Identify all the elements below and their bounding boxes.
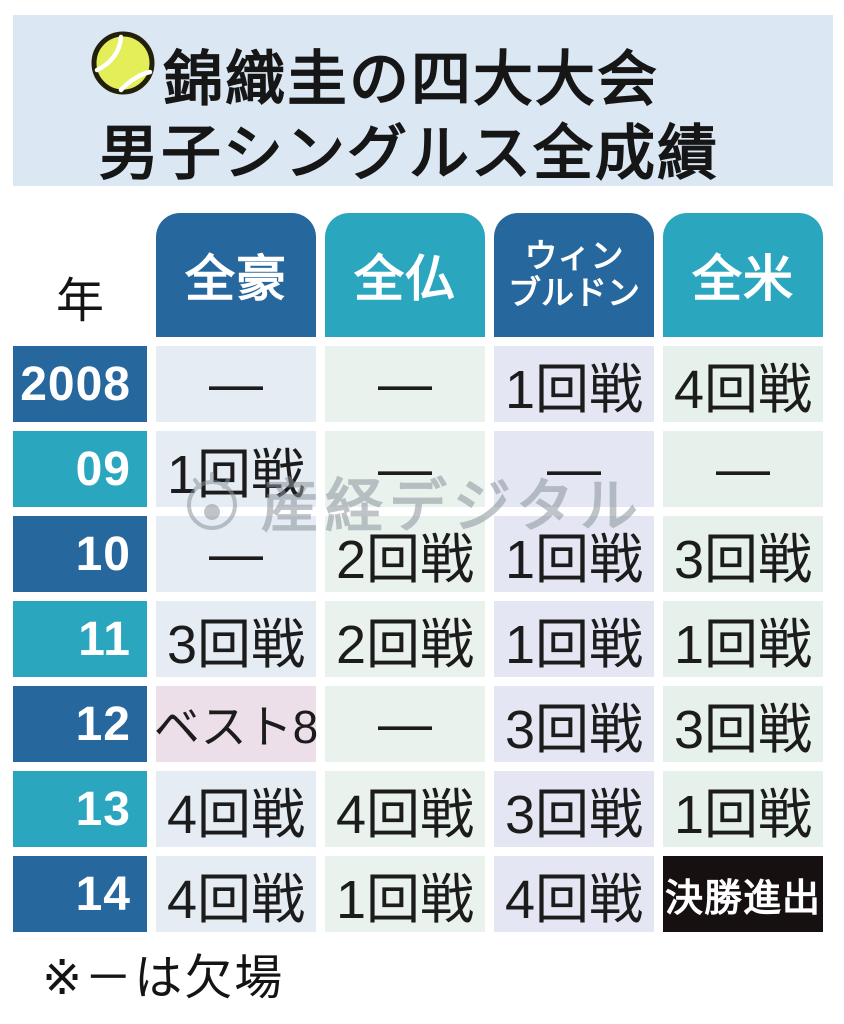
title-line-2: 男子シングルス全成績 — [99, 120, 719, 187]
result-cell-13-wimbledon: 3回戦 — [494, 771, 654, 847]
year-cell-14: 14 — [13, 856, 147, 932]
tennis-ball-icon — [90, 30, 156, 96]
column-header-australian-open: 全豪 — [156, 213, 316, 337]
result-cell-13-french: 4回戦 — [325, 771, 485, 847]
result-cell-10-australian: ― — [156, 516, 316, 592]
result-cell-09-us: ― — [663, 431, 823, 507]
results-table: 年 全豪 全仏 ウィン ブルドン 全米 2008 ― ― 1回戦 4回戦 09 … — [13, 213, 823, 932]
year-cell-12: 12 — [13, 686, 147, 762]
result-cell-2008-wimbledon: 1回戦 — [494, 346, 654, 422]
result-cell-11-us: 1回戦 — [663, 601, 823, 677]
result-cell-14-wimbledon: 4回戦 — [494, 856, 654, 932]
result-cell-09-wimbledon: ― — [494, 431, 654, 507]
result-cell-10-french: 2回戦 — [325, 516, 485, 592]
year-cell-13: 13 — [13, 771, 147, 847]
year-axis-label: 年 — [55, 275, 104, 328]
result-cell-2008-french: ― — [325, 346, 485, 422]
column-header-us-open: 全米 — [663, 213, 823, 337]
wimbledon-label-line2: ブルドン — [508, 274, 640, 311]
column-header-wimbledon: ウィン ブルドン — [494, 213, 654, 337]
year-cell-2008: 2008 — [13, 346, 147, 422]
title-line-1: 錦織圭の四大大会 — [163, 46, 659, 113]
title-block: 錦織圭の四大大会 男子シングルス全成績 — [13, 15, 833, 187]
year-cell-11: 11 — [13, 601, 147, 677]
result-cell-10-us: 3回戦 — [663, 516, 823, 592]
result-cell-12-us: 3回戦 — [663, 686, 823, 762]
year-cell-10: 10 — [13, 516, 147, 592]
result-cell-2008-australian: ― — [156, 346, 316, 422]
result-cell-11-wimbledon: 1回戦 — [494, 601, 654, 677]
result-cell-11-french: 2回戦 — [325, 601, 485, 677]
result-cell-12-french: ― — [325, 686, 485, 762]
result-cell-14-french: 1回戦 — [325, 856, 485, 932]
result-cell-11-australian: 3回戦 — [156, 601, 316, 677]
result-cell-09-australian: 1回戦 — [156, 431, 316, 507]
result-cell-13-australian: 4回戦 — [156, 771, 316, 847]
wimbledon-label-line1: ウィン — [524, 237, 624, 275]
result-cell-2008-us: 4回戦 — [663, 346, 823, 422]
result-cell-13-us: 1回戦 — [663, 771, 823, 847]
result-cell-10-wimbledon: 1回戦 — [494, 516, 654, 592]
column-header-french-open: 全仏 — [325, 213, 485, 337]
result-cell-09-french: ― — [325, 431, 485, 507]
result-cell-14-us-final: 決勝進出 — [663, 856, 823, 932]
result-cell-12-wimbledon: 3回戦 — [494, 686, 654, 762]
year-cell-09: 09 — [13, 431, 147, 507]
footnote: ※－は欠場 — [42, 952, 285, 1005]
result-cell-14-australian: 4回戦 — [156, 856, 316, 932]
result-cell-12-australian-best8: ベスト8 — [154, 686, 318, 762]
